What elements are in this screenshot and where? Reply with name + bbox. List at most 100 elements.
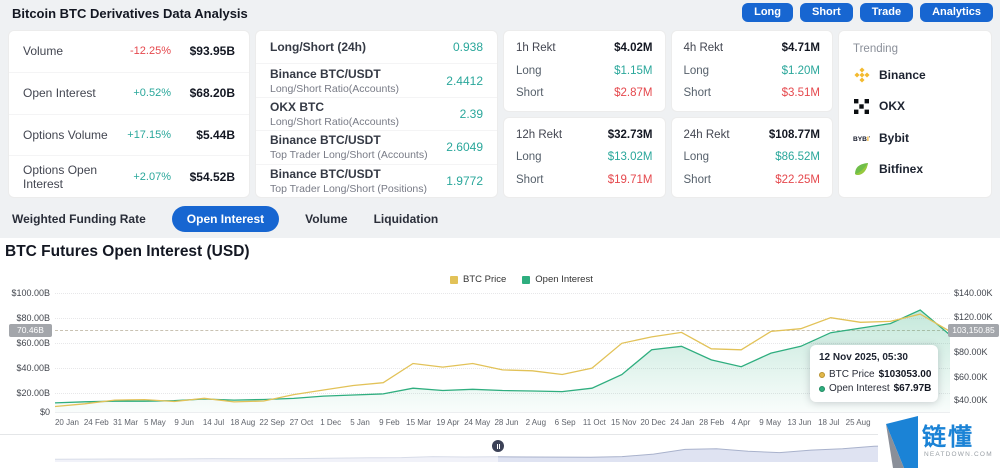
oi-price-chart-plot[interactable] xyxy=(55,288,950,412)
x-axis-label: 5 Jan xyxy=(350,418,370,427)
header: Bitcoin BTC Derivatives Data Analysis Lo… xyxy=(0,0,1000,28)
x-axis-label: 6 Sep xyxy=(554,418,576,427)
left-axis-label: $0 xyxy=(39,407,50,417)
gridline xyxy=(55,368,950,369)
left-axis-label: $60.00B xyxy=(16,338,50,348)
ratio-row: Binance BTC/USDT Top Trader Long/Short (P… xyxy=(256,165,497,197)
x-axis-label: 18 Jul xyxy=(818,418,840,427)
right-axis-label: $40.00K xyxy=(954,395,988,405)
navigator-drag-handle[interactable] xyxy=(492,440,504,452)
rekt-title: 4h Rekt xyxy=(683,42,724,55)
ratio-labels: Binance BTC/USDT Top Trader Long/Short (P… xyxy=(270,167,446,195)
rekt-short-row: Short $19.71M xyxy=(516,174,653,186)
tooltip-value: $67.97B xyxy=(893,383,932,394)
rekt-long-row: Long $1.20M xyxy=(684,65,821,77)
tab-liquidation[interactable]: Liquidation xyxy=(373,212,439,226)
trending-item-binance[interactable]: Binance xyxy=(853,59,977,91)
x-axis-label: 1 Dec xyxy=(320,418,342,427)
header-button-long[interactable]: Long xyxy=(742,3,793,22)
stats-label: Options Open Interest xyxy=(23,162,98,191)
x-axis-label: 20 Jan xyxy=(54,418,80,427)
trending-card: Trending Binance OKX BYBIT Bybit Bitfinex xyxy=(838,30,992,198)
long-short-ratio-card: Long/Short (24h) 0.938 Binance BTC/USDT Lon… xyxy=(255,30,498,198)
crosshair-line xyxy=(55,330,950,331)
stats-row: Open Interest +0.52% $68.20B xyxy=(9,73,249,115)
gridline xyxy=(55,293,950,294)
stats-change: -12.25% xyxy=(130,45,171,58)
x-axis-label: 5 May xyxy=(143,418,166,427)
rekt-short-label: Short xyxy=(516,87,544,100)
trending-item-bybit[interactable]: BYBIT Bybit xyxy=(853,122,977,154)
btc-price-line xyxy=(55,313,950,408)
trending-name: OKX xyxy=(879,99,906,114)
legend-swatch xyxy=(522,275,531,284)
right-axis-label: $120.00K xyxy=(954,312,993,322)
watermark: 链懂 NEATDOWN.COM xyxy=(878,413,1000,469)
left-axis-label: $100.00B xyxy=(11,288,50,298)
rekt-long-label: Long xyxy=(516,64,542,77)
ratio-row: Long/Short (24h) 0.938 xyxy=(256,31,497,65)
tab-weighted-funding-rate[interactable]: Weighted Funding Rate xyxy=(12,212,146,226)
rekt-total: $108.77M xyxy=(768,128,820,141)
rekt-long-row: Long $1.15M xyxy=(516,65,653,77)
ratio-sublabel: Long/Short Ratio(Accounts) xyxy=(270,82,399,95)
left-axis-label: $20.00B xyxy=(16,388,50,398)
rekt-card-4h: 4h Rekt $4.71M Long $1.20M Short $3.51M xyxy=(670,30,833,112)
x-axis-label: 20 Dec xyxy=(640,418,666,427)
x-axis-label: 31 Mar xyxy=(113,418,139,427)
rekt-long-label: Long xyxy=(683,151,710,164)
x-axis-label: 2 Aug xyxy=(525,418,547,427)
rekt-total: $4.02M xyxy=(614,42,653,55)
x-axis-label: 15 Nov xyxy=(611,418,637,427)
tab-volume[interactable]: Volume xyxy=(305,212,348,226)
chart-legend: BTC Price Open Interest xyxy=(450,274,593,285)
x-axis-label: 15 Mar xyxy=(406,418,432,427)
stats-value: $5.44B xyxy=(196,127,235,142)
stats-change: +2.07% xyxy=(133,170,171,183)
navigator-area xyxy=(55,442,1000,462)
tooltip-value: $103053.00 xyxy=(878,369,932,380)
stats-change: +17.15% xyxy=(127,128,171,141)
open-interest-line xyxy=(55,309,950,404)
x-axis-label: 19 Apr xyxy=(436,418,460,427)
rekt-long-label: Long xyxy=(516,151,542,164)
x-axis-label: 4 Apr xyxy=(731,418,751,427)
x-axis-label: 9 Feb xyxy=(379,418,400,427)
ratio-value: 2.4412 xyxy=(446,73,483,88)
tooltip-timestamp: 12 Nov 2025, 05:30 xyxy=(819,352,908,363)
legend-item[interactable]: BTC Price xyxy=(450,274,506,285)
tooltip-series-dot xyxy=(819,385,825,392)
trending-item-bitfinex[interactable]: Bitfinex xyxy=(853,154,977,186)
header-button-short[interactable]: Short xyxy=(799,3,853,22)
header-button-analytics[interactable]: Analytics xyxy=(920,3,993,22)
ratio-sublabel: Top Trader Long/Short (Accounts) xyxy=(270,149,428,162)
rekt-title: 12h Rekt xyxy=(516,128,563,141)
ratio-row: Binance BTC/USDT Top Trader Long/Short (A… xyxy=(256,131,497,165)
rekt-cards-grid: 1h Rekt $4.02M Long $1.15M Short $2.87M 4h Rek… xyxy=(503,30,833,198)
ratio-sublabel: Top Trader Long/Short (Positions) xyxy=(270,182,427,195)
stats-value: $68.20B xyxy=(189,86,235,101)
right-axis-label: $80.00K xyxy=(954,347,988,357)
trending-name: Bitfinex xyxy=(879,162,924,177)
navigator-unselected-region xyxy=(55,435,498,465)
bybit-icon: BYBIT xyxy=(853,129,870,146)
open-interest-area xyxy=(55,310,950,412)
binance-icon xyxy=(853,66,870,83)
stats-label: Open Interest xyxy=(23,86,96,101)
right-axis-value-badge: 103,150.85 xyxy=(948,324,999,337)
navigator-divider xyxy=(0,434,1000,435)
legend-item[interactable]: Open Interest xyxy=(522,274,593,285)
ratio-value: 0.938 xyxy=(452,40,483,55)
x-axis-label: 28 Jun xyxy=(494,418,519,427)
x-axis-label: 9 May xyxy=(759,418,782,427)
rekt-short-label: Short xyxy=(516,173,544,186)
stats-value: $93.95B xyxy=(189,44,235,59)
header-button-trade[interactable]: Trade xyxy=(859,3,914,22)
okx-icon xyxy=(853,98,870,115)
x-axis-label: 22 Sep xyxy=(259,418,285,427)
tab-open-interest[interactable]: Open Interest xyxy=(171,206,280,232)
trending-item-okx[interactable]: OKX xyxy=(853,91,977,123)
ratio-labels: Binance BTC/USDT Long/Short Ratio(Account… xyxy=(270,67,446,95)
rekt-short-row: Short $2.87M xyxy=(516,87,653,99)
